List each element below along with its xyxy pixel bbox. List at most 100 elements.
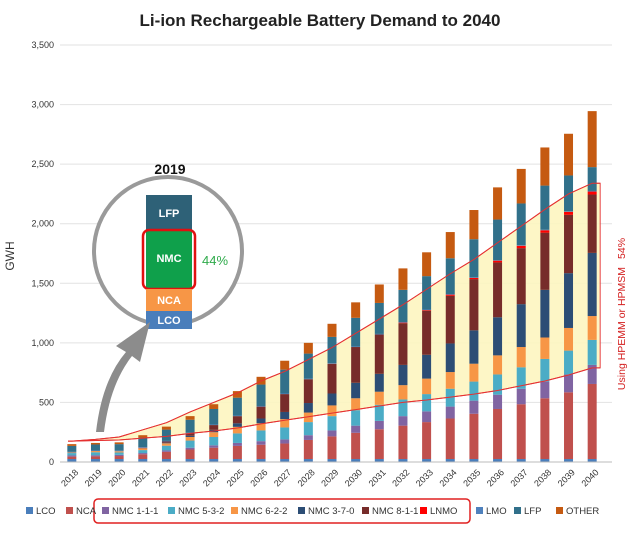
bar-segment-lmo xyxy=(90,450,100,452)
legend-label: LFP xyxy=(524,506,541,517)
legend-label: LMO xyxy=(486,506,507,517)
bar-segment-nca xyxy=(398,425,408,460)
x-tick-label: 2032 xyxy=(390,467,411,488)
bar-stack-2031 xyxy=(374,284,384,462)
x-tick-label: 2028 xyxy=(296,467,317,488)
bar-stack-2040 xyxy=(587,111,597,462)
bar-segment-nmc-5-3-2 xyxy=(67,453,77,456)
bar-segment-nmc-6-2-2 xyxy=(587,316,597,340)
bar-stack-2023 xyxy=(185,416,195,462)
bar-segment-nmc-8-1-1 xyxy=(445,295,455,344)
bar-segment-other xyxy=(185,416,195,420)
bar-segment-lco xyxy=(303,459,313,462)
legend-label: NMC 5-3-2 xyxy=(178,506,224,517)
bar-segment-lco xyxy=(493,459,503,462)
bar-segment-nmc-5-3-2 xyxy=(161,445,171,451)
bar-segment-lmo xyxy=(469,277,479,278)
bar-segment-nmc-1-1-1 xyxy=(422,411,432,423)
bar-segment-lmo xyxy=(587,190,597,192)
bar-segment-lfp xyxy=(493,219,503,261)
bar-segment-lnmo xyxy=(493,260,503,263)
bar-segment-nmc-6-2-2 xyxy=(280,419,290,428)
bar-segment-nmc-6-2-2 xyxy=(161,443,171,446)
bar-segment-nmc-3-7-0 xyxy=(564,273,574,328)
bar-segment-lfp xyxy=(303,353,313,379)
bar-segment-nca xyxy=(138,454,148,460)
bar-segment-nmc-1-1-1 xyxy=(161,450,171,452)
y-tick-label: 3,000 xyxy=(31,100,54,110)
bar-segment-nmc-3-7-0 xyxy=(422,354,432,379)
x-tick-label: 2019 xyxy=(83,467,104,488)
bar-segment-nmc-1-1-1 xyxy=(469,400,479,414)
y-tick-label: 0 xyxy=(49,457,54,467)
bar-stack-2025 xyxy=(232,391,242,462)
bar-segment-nmc-6-2-2 xyxy=(303,412,313,423)
bar-segment-nmc-5-3-2 xyxy=(114,452,124,455)
y-tick-label: 1,500 xyxy=(31,278,54,288)
bar-segment-lmo xyxy=(232,415,242,417)
bar-segment-nmc-8-1-1 xyxy=(493,262,503,318)
bar-segment-other xyxy=(445,232,455,259)
y-tick-label: 500 xyxy=(39,397,54,407)
bar-segment-lfp xyxy=(185,419,195,433)
x-tick-label: 2026 xyxy=(248,467,269,488)
bar-segment-nmc-8-1-1 xyxy=(280,394,290,412)
bar-segment-nmc-5-3-2 xyxy=(185,440,195,448)
bar-segment-nmc-3-7-0 xyxy=(516,304,526,348)
bar-segment-nmc-5-3-2 xyxy=(422,394,432,412)
bar-segment-nmc-1-1-1 xyxy=(90,455,100,457)
bar-segment-nmc-6-2-2 xyxy=(516,347,526,368)
bar-stack-2035 xyxy=(469,210,479,462)
bar-segment-nmc-8-1-1 xyxy=(256,406,266,419)
bar-segment-lnmo xyxy=(422,310,432,311)
bar-segment-nmc-6-2-2 xyxy=(114,451,124,453)
bar-segment-nmc-6-2-2 xyxy=(256,423,266,431)
bar-segment-nca xyxy=(564,392,574,460)
bar-stack-2032 xyxy=(398,268,408,462)
bar-segment-lfp xyxy=(161,429,171,441)
bar-segment-nca xyxy=(540,398,550,460)
legend: LCO NCA NMC 1-1-1 NMC 5-3-2 NMC 6-2-2 NMC 3-7… xyxy=(26,506,599,517)
bar-segment-nca xyxy=(445,418,455,460)
bar-segment-nmc-8-1-1 xyxy=(185,433,195,436)
bar-segment-nmc-3-7-0 xyxy=(540,289,550,338)
bar-segment-lfp xyxy=(516,203,526,246)
bar-stack-2020 xyxy=(114,442,124,462)
bar-segment-other xyxy=(516,168,526,204)
x-tick-label: 2039 xyxy=(556,467,577,488)
x-tick-label: 2040 xyxy=(579,467,600,488)
bar-segment-lnmo xyxy=(587,191,597,195)
legend-swatch xyxy=(102,507,109,514)
inset-segment-lco xyxy=(146,311,192,329)
x-tick-label: 2035 xyxy=(461,467,482,488)
x-tick-label: 2020 xyxy=(106,467,127,488)
bar-segment-lfp xyxy=(374,302,384,334)
bar-stack-2039 xyxy=(564,133,574,462)
bar-segment-nmc-1-1-1 xyxy=(256,441,266,445)
bar-segment-nmc-8-1-1 xyxy=(398,323,408,365)
bar-segment-nmc-5-3-2 xyxy=(398,399,408,417)
bar-segment-nmc-6-2-2 xyxy=(540,337,550,359)
bar-segment-nmc-6-2-2 xyxy=(564,327,574,351)
bar-segment-lfp xyxy=(90,444,100,451)
bar-segment-nmc-5-3-2 xyxy=(374,404,384,421)
bar-segment-lco xyxy=(469,459,479,462)
bar-stack-2018 xyxy=(67,444,77,462)
inset-segment-nca xyxy=(146,289,192,311)
bar-segment-nmc-3-7-0 xyxy=(256,418,266,424)
inset-2019-callout: 2019 LFP NMC 44% NCA LCO xyxy=(92,161,244,329)
inset-label-nca: NCA xyxy=(157,295,181,307)
bar-stack-2033 xyxy=(422,252,432,462)
bar-stack-2029 xyxy=(327,323,337,462)
bar-segment-nmc-1-1-1 xyxy=(138,453,148,455)
bar-segment-lco xyxy=(232,459,242,462)
bar-segment-lco xyxy=(256,459,266,462)
legend-swatch xyxy=(66,507,73,514)
legend-swatch xyxy=(231,507,238,514)
bar-segment-other xyxy=(114,442,124,445)
x-tick-label: 2023 xyxy=(177,467,198,488)
bar-segment-nmc-1-1-1 xyxy=(587,364,597,384)
bar-segment-other xyxy=(564,133,574,176)
bar-segment-nmc-5-3-2 xyxy=(351,410,361,426)
bar-segment-nmc-5-3-2 xyxy=(209,436,219,446)
